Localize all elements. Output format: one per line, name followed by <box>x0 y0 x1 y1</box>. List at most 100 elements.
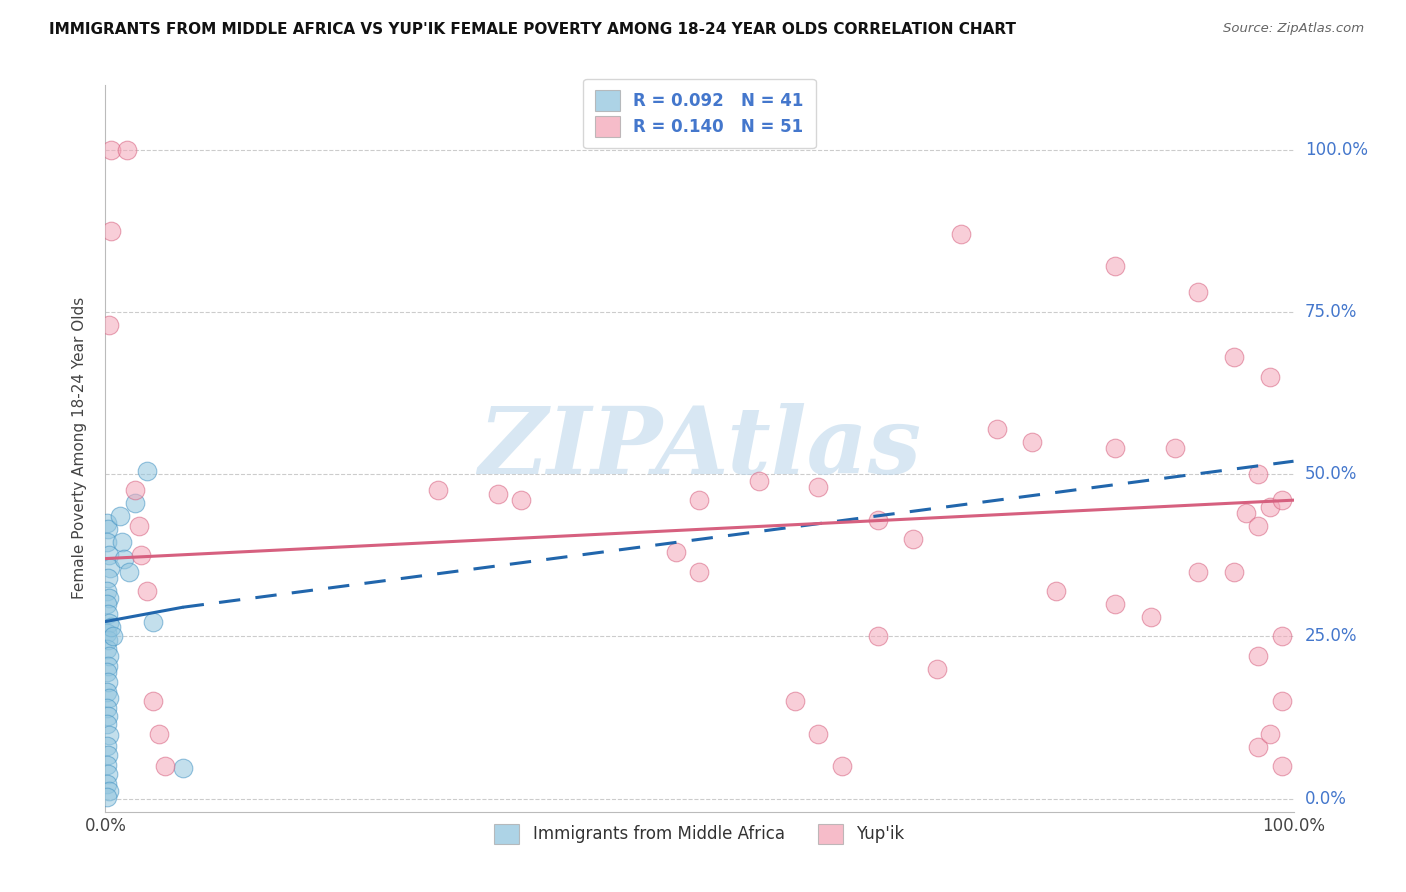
Point <box>96 642 118 657</box>
Point <box>486 486 509 500</box>
Point <box>96 739 118 753</box>
Point <box>1223 351 1246 365</box>
Point <box>172 761 194 775</box>
Point <box>115 143 138 157</box>
Point <box>153 759 176 773</box>
Point <box>142 694 165 708</box>
Point <box>96 701 118 715</box>
Point <box>807 727 830 741</box>
Point <box>1021 434 1043 449</box>
Point <box>1104 442 1126 455</box>
Point <box>97 708 120 723</box>
Point <box>510 493 533 508</box>
Point <box>97 674 120 689</box>
Point <box>98 616 121 631</box>
Point <box>986 422 1008 436</box>
Point <box>97 658 120 673</box>
Point <box>689 565 711 579</box>
Point <box>124 483 146 498</box>
Point <box>96 516 118 530</box>
Point <box>96 789 118 804</box>
Point <box>148 727 170 741</box>
Point <box>98 561 121 575</box>
Point <box>1271 630 1294 644</box>
Point <box>100 143 122 157</box>
Point <box>903 532 925 546</box>
Point <box>1140 610 1163 624</box>
Point <box>925 662 948 676</box>
Point <box>96 665 118 680</box>
Point <box>98 591 121 605</box>
Point <box>114 551 136 566</box>
Point <box>427 483 450 498</box>
Point <box>97 632 120 647</box>
Point <box>1223 565 1246 579</box>
Point <box>101 630 124 644</box>
Point <box>1045 584 1067 599</box>
Point <box>96 684 118 698</box>
Point <box>1258 500 1281 514</box>
Point <box>97 747 120 762</box>
Point <box>96 758 118 772</box>
Text: ZIPAtlas: ZIPAtlas <box>478 403 921 493</box>
Point <box>136 584 159 599</box>
Point <box>108 509 131 524</box>
Point <box>1104 260 1126 274</box>
Point <box>748 474 770 488</box>
Point <box>949 227 972 241</box>
Point <box>1234 506 1257 520</box>
Point <box>98 318 121 332</box>
Point <box>1187 285 1209 300</box>
Point <box>1247 648 1270 663</box>
Point <box>98 549 121 563</box>
Point <box>96 717 118 731</box>
Point <box>866 630 889 644</box>
Point <box>1271 694 1294 708</box>
Point <box>97 522 120 536</box>
Point <box>96 584 118 599</box>
Point <box>111 535 134 549</box>
Point <box>1271 759 1294 773</box>
Text: 50.0%: 50.0% <box>1305 466 1357 483</box>
Point <box>96 777 118 791</box>
Point <box>1271 493 1294 508</box>
Point <box>1247 467 1270 482</box>
Point <box>1247 519 1270 533</box>
Y-axis label: Female Poverty Among 18-24 Year Olds: Female Poverty Among 18-24 Year Olds <box>72 297 87 599</box>
Point <box>98 728 121 742</box>
Point <box>128 519 150 533</box>
Point <box>1104 597 1126 611</box>
Text: IMMIGRANTS FROM MIDDLE AFRICA VS YUP'IK FEMALE POVERTY AMONG 18-24 YEAR OLDS COR: IMMIGRANTS FROM MIDDLE AFRICA VS YUP'IK … <box>49 22 1017 37</box>
Point <box>136 464 159 478</box>
Point <box>100 224 122 238</box>
Point <box>96 597 118 611</box>
Point <box>1164 442 1187 455</box>
Point <box>665 545 688 559</box>
Text: 75.0%: 75.0% <box>1305 303 1357 321</box>
Point <box>97 607 120 621</box>
Point <box>124 496 146 510</box>
Point <box>866 513 889 527</box>
Point <box>100 620 122 634</box>
Text: 0.0%: 0.0% <box>1305 789 1347 808</box>
Point <box>98 648 121 663</box>
Text: Source: ZipAtlas.com: Source: ZipAtlas.com <box>1223 22 1364 36</box>
Point <box>142 615 165 630</box>
Point <box>98 784 121 798</box>
Point <box>129 549 152 563</box>
Text: 25.0%: 25.0% <box>1305 627 1357 646</box>
Point <box>831 759 853 773</box>
Text: 100.0%: 100.0% <box>1305 141 1368 159</box>
Point <box>1258 369 1281 384</box>
Point <box>1187 565 1209 579</box>
Point <box>118 565 141 579</box>
Legend: Immigrants from Middle Africa, Yup'ik: Immigrants from Middle Africa, Yup'ik <box>488 817 911 851</box>
Point <box>97 767 120 781</box>
Point <box>689 493 711 508</box>
Point <box>96 626 118 640</box>
Point <box>1247 739 1270 754</box>
Point <box>96 535 118 549</box>
Point <box>98 691 121 706</box>
Point <box>783 694 806 708</box>
Point <box>807 480 830 494</box>
